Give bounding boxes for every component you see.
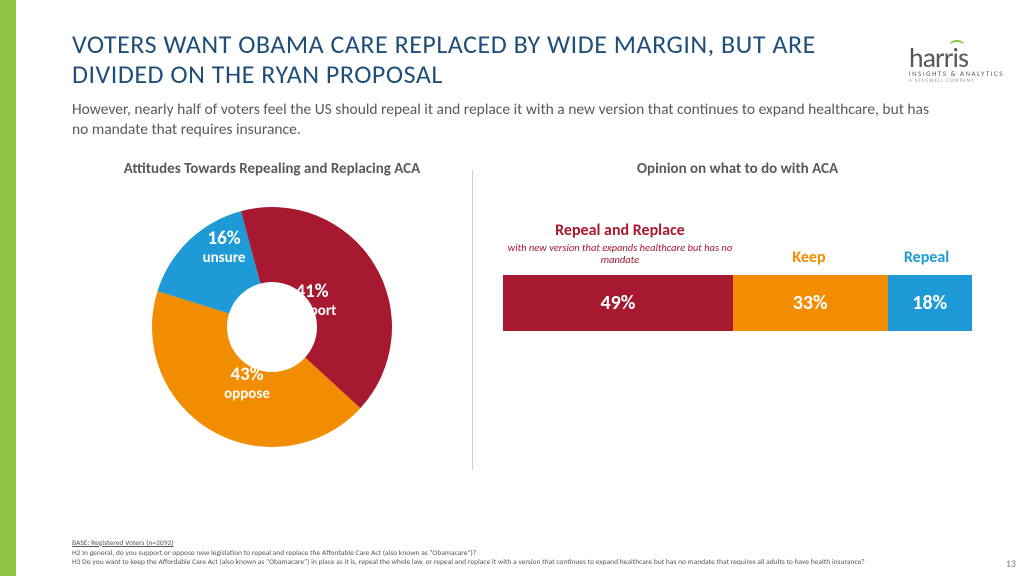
accent-bar [0,0,16,576]
footnotes: BASE: Registered Voters (n=2092) H2 In g… [72,539,972,568]
footnote-h3: H3 Do you want to keep the Affordable Ca… [72,558,972,568]
donut-label-support: 41%support [272,282,352,319]
footnote-base: BASE: Registered Voters (n=2092) [72,539,972,549]
bar-legend-repeal-and-replace: Repeal and Replacewith new version that … [507,221,733,267]
bar-segment-keep: 33% [733,275,888,331]
bar-legend-repeal: Repeal [885,248,968,267]
logo-subtitle-2: A STAGWELL COMPANY [909,78,1004,84]
logo-subtitle-1: INSIGHTS & ANALYTICS [909,69,1004,78]
bar-segment-repeal: 18% [888,275,972,331]
bar-segment-repeal-and-replace: 49% [503,275,733,331]
donut-label-unsure: 16%unsure [184,229,264,266]
logo: ⌢ harris INSIGHTS & ANALYTICS A STAGWELL… [909,18,1004,84]
donut-title: Attitudes Towards Repealing and Replacin… [72,160,472,179]
logo-arc-icon: ⌢ [949,26,1024,55]
donut-label-oppose: 43%oppose [207,365,287,402]
bar-legend-keep: Keep [733,248,885,267]
page-subtitle: However, nearly half of voters feel the … [72,100,932,140]
page-title: VOTERS WANT OBAMA CARE REPLACED BY WIDE … [72,30,892,90]
bar-title: Opinion on what to do with ACA [503,160,972,179]
footnote-h2: H2 In general, do you support or oppose … [72,549,972,559]
page-number: 13 [1006,557,1016,570]
donut-chart: Attitudes Towards Repealing and Replacin… [72,160,472,500]
stacked-bar-chart: Opinion on what to do with ACA Repeal an… [473,160,972,500]
